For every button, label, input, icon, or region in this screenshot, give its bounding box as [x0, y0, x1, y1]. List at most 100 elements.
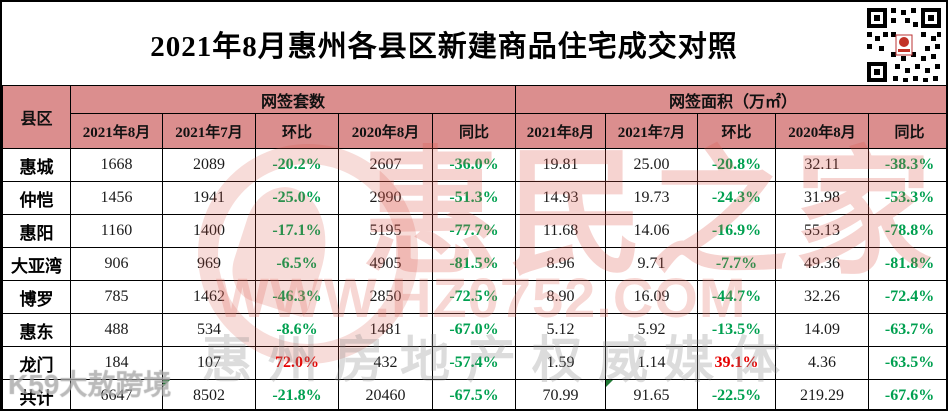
- cell: 70.99: [515, 379, 607, 409]
- cell: 1668: [70, 148, 163, 182]
- table-row-zhongkai: 仲恺 1456 1941 -25.0% 2990 -51.3% 14.93 19…: [2, 181, 946, 215]
- cell: 14.06: [605, 214, 699, 248]
- district-label: 惠阳: [2, 214, 71, 248]
- table-row-huicheng: 惠城 1668 2089 -20.2% 2607 -36.0% 19.81 25…: [2, 148, 946, 182]
- cell: 8502: [162, 379, 256, 409]
- cell: 8.90: [515, 280, 607, 314]
- cell: 1462: [162, 280, 256, 314]
- cell: 107: [162, 346, 256, 380]
- cell: 906: [70, 247, 163, 281]
- cell: 11.68: [515, 214, 607, 248]
- cell: 20460: [338, 379, 433, 409]
- cell-yoy: -72.4%: [868, 280, 946, 314]
- cell-yoy: -78.8%: [868, 214, 946, 248]
- header-group-area: 网签面积（万㎡）: [515, 85, 946, 114]
- header-units-mom: 环比: [255, 113, 339, 149]
- cell: 25.00: [605, 148, 699, 182]
- district-label: 龙门: [2, 346, 71, 380]
- table-row-longmen: 龙门 184 107 72.0% 432 -57.4% 1.59 1.14 39…: [2, 346, 946, 380]
- cell: 2850: [338, 280, 433, 314]
- cell: 19.73: [605, 181, 699, 215]
- cell: 5195: [338, 214, 433, 248]
- table-row-boluo: 博罗 785 1462 -46.3% 2850 -72.5% 8.90 16.0…: [2, 280, 946, 314]
- table-row-total: 共计 6647 8502 -21.8% 20460 -67.5% 70.99 9…: [2, 379, 946, 409]
- district-label: 惠城: [2, 148, 71, 182]
- header-area-mom: 环比: [697, 113, 777, 149]
- cell: 219.29: [775, 379, 870, 409]
- header-units-jul21: 2021年7月: [162, 113, 256, 149]
- header-units-aug21: 2021年8月: [70, 113, 163, 149]
- cell-yoy: -67.0%: [431, 313, 517, 347]
- cell-yoy: -38.3%: [868, 148, 946, 182]
- header-sub-row: 2021年8月 2021年7月 环比 2020年8月 同比 2021年8月 20…: [3, 113, 946, 149]
- header-group-units: 网签套数: [69, 85, 517, 114]
- qr-code-icon: [865, 6, 943, 84]
- cell-yoy: -67.6%: [868, 379, 946, 409]
- cell: 4.36: [775, 346, 870, 380]
- cell: 1941: [162, 181, 256, 215]
- cell: 184: [70, 346, 163, 380]
- cell-mom: -7.7%: [697, 247, 777, 281]
- cell: 488: [70, 313, 163, 347]
- header-district: 县区: [2, 85, 71, 149]
- cell-yoy: -51.3%: [431, 181, 517, 215]
- cell: 1400: [162, 214, 256, 248]
- cell: 1.59: [515, 346, 607, 380]
- transaction-table: 县区 网签套数 网签面积（万㎡） 2021年8月 2021年7月 环比 2020…: [2, 85, 946, 409]
- cell: 31.98: [775, 181, 870, 215]
- title-bar: 2021年8月惠州各县区新建商品住宅成交对照: [2, 2, 946, 85]
- cell-mom: -16.9%: [697, 214, 777, 248]
- cell-yoy: -63.5%: [868, 346, 946, 380]
- header-area-aug20: 2020年8月: [775, 113, 870, 149]
- header-units-aug20: 2020年8月: [338, 113, 433, 149]
- cell-mom: -8.6%: [255, 313, 339, 347]
- table-row-huiyang: 惠阳 1160 1400 -17.1% 5195 -77.7% 11.68 14…: [2, 214, 946, 248]
- cell-mom: -25.0%: [255, 181, 339, 215]
- cell-yoy: -72.5%: [431, 280, 517, 314]
- cell-yoy: -36.0%: [431, 148, 517, 182]
- district-label: 博罗: [2, 280, 71, 314]
- cell-mom: 72.0%: [255, 346, 339, 380]
- cell: 5.12: [515, 313, 607, 347]
- cell-mom: -22.5%: [697, 379, 777, 409]
- comment-marker-icon: [163, 380, 170, 387]
- cell-mom: -6.5%: [255, 247, 339, 281]
- cell: 6647: [70, 379, 163, 409]
- header-area-jul21: 2021年7月: [605, 113, 699, 149]
- cell-yoy: -57.4%: [431, 346, 517, 380]
- cell: 1481: [338, 313, 433, 347]
- cell: 969: [162, 247, 256, 281]
- district-label: 共计: [2, 379, 71, 409]
- cell-yoy: -63.7%: [868, 313, 946, 347]
- header-area-yoy: 同比: [868, 113, 946, 149]
- cell: 2607: [338, 148, 433, 182]
- cell: 32.26: [775, 280, 870, 314]
- cell-yoy: -81.8%: [868, 247, 946, 281]
- cell: 534: [162, 313, 256, 347]
- header-area-aug21: 2021年8月: [515, 113, 607, 149]
- cell-yoy: -53.3%: [868, 181, 946, 215]
- cell-yoy: -77.7%: [431, 214, 517, 248]
- table-row-huidong: 惠东 488 534 -8.6% 1481 -67.0% 5.12 5.92 -…: [2, 313, 946, 347]
- district-label: 大亚湾: [2, 247, 71, 281]
- comment-marker-icon: [606, 380, 614, 387]
- cell: 8.96: [515, 247, 607, 281]
- cell: 16.09: [605, 280, 699, 314]
- cell: 1456: [70, 181, 163, 215]
- cell-mom: -13.5%: [697, 313, 777, 347]
- page-title: 2021年8月惠州各县区新建商品住宅成交对照: [150, 30, 738, 63]
- cell: 32.11: [775, 148, 870, 182]
- cell-mom: -24.3%: [697, 181, 777, 215]
- district-label: 惠东: [2, 313, 71, 347]
- cell: 432: [338, 346, 433, 380]
- cell: 2990: [338, 181, 433, 215]
- district-label: 仲恺: [2, 181, 71, 215]
- header-units-yoy: 同比: [431, 113, 517, 149]
- cell: 1.14: [605, 346, 699, 380]
- cell: 9.71: [605, 247, 699, 281]
- cell: 785: [70, 280, 163, 314]
- header-group-row: 县区 网签套数 网签面积（万㎡）: [2, 85, 946, 149]
- cell-mom: -20.2%: [255, 148, 339, 182]
- cell-value: 8502: [193, 387, 225, 404]
- cell: 91.65: [605, 379, 699, 409]
